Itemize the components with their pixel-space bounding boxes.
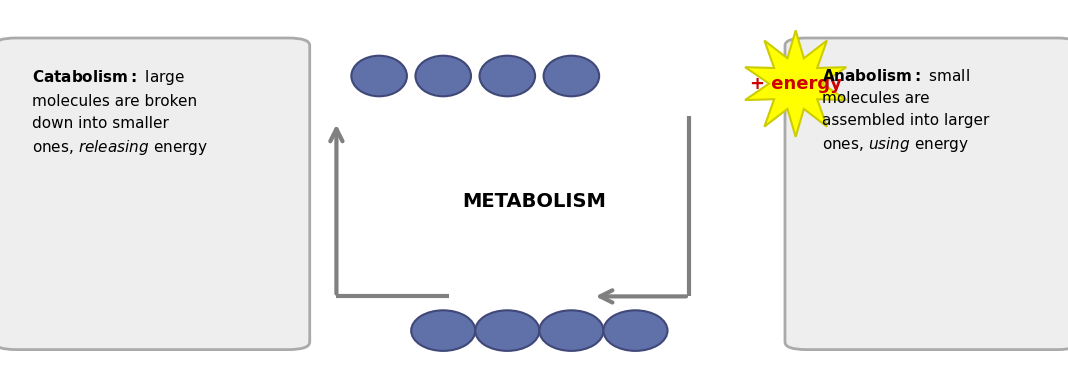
FancyBboxPatch shape [785, 38, 1068, 350]
FancyBboxPatch shape [0, 38, 310, 350]
Ellipse shape [415, 56, 471, 96]
Ellipse shape [603, 310, 668, 351]
Ellipse shape [480, 56, 535, 96]
Ellipse shape [539, 310, 603, 351]
Ellipse shape [351, 56, 407, 96]
Ellipse shape [411, 310, 475, 351]
Ellipse shape [475, 310, 539, 351]
Text: + energy: + energy [750, 74, 842, 93]
Polygon shape [745, 30, 846, 137]
Text: $\bf{Anabolism:}$ small
molecules are
assembled into larger
ones, $\it{using}$ e: $\bf{Anabolism:}$ small molecules are as… [822, 68, 990, 154]
Text: METABOLISM: METABOLISM [462, 192, 606, 211]
Ellipse shape [544, 56, 599, 96]
Text: $\bf{Catabolism:}$ large
molecules are broken
down into smaller
ones, $\it{relea: $\bf{Catabolism:}$ large molecules are b… [32, 68, 208, 157]
